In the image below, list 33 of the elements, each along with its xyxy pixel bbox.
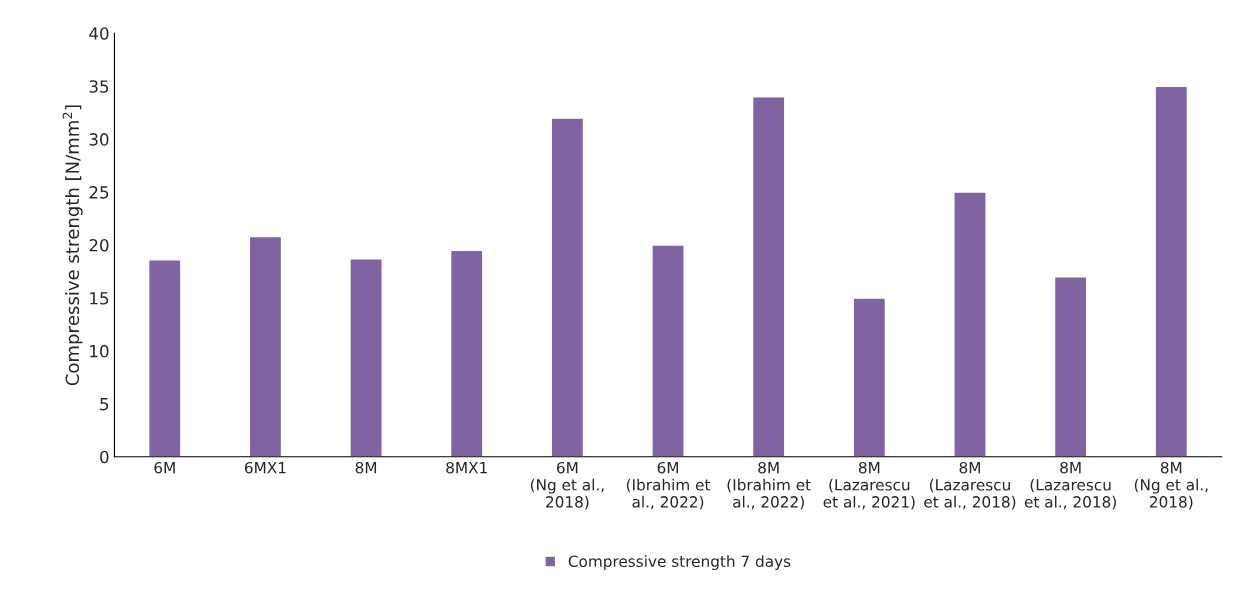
legend-label: Compressive strength 7 days <box>568 555 791 571</box>
bar <box>147 259 182 457</box>
bar <box>651 244 685 457</box>
x-tick-label: 8MX1 <box>446 461 487 474</box>
y-tick-label: 30 <box>89 133 109 146</box>
x-tick-label: 6M <box>154 461 175 474</box>
bar <box>349 258 383 457</box>
x-tick-label: 8M (Lazarescu et al., 2018) <box>1024 461 1116 510</box>
bar <box>751 96 786 457</box>
y-tick-label: 15 <box>90 292 109 305</box>
bar <box>953 191 987 457</box>
x-tick-label: 8M <box>355 461 377 474</box>
x-tick-label: 6M (Ng et al., 2018) <box>530 461 604 510</box>
y-tick-label: 0 <box>100 450 109 464</box>
bar <box>550 117 585 457</box>
y-tick-label: 10 <box>90 344 109 358</box>
bar <box>1154 85 1189 457</box>
x-tick-label: 8M (Ng et al., 2018) <box>1134 461 1208 510</box>
y-tick-label: 20 <box>89 238 109 252</box>
y-axis-title: Compressive strength [N/mm$^{2}$] <box>62 105 83 386</box>
y-tick-label: 40 <box>89 27 109 40</box>
bar <box>248 235 283 457</box>
y-tick-label: 25 <box>89 186 109 199</box>
y-tick-label: 5 <box>100 398 109 411</box>
bar <box>449 249 484 457</box>
bar <box>852 297 887 457</box>
x-tick-label: 8M (Lazarescu et al., 2018) <box>924 461 1016 510</box>
x-tick-label: 8M (Lazarescu et al., 2021) <box>823 461 915 510</box>
x-tick-label: 8M (Ibrahim et al., 2022) <box>727 461 811 510</box>
x-tick-label: 6M (Ibrahim et al., 2022) <box>626 461 711 510</box>
x-tick-label: 6MX1 <box>244 461 286 474</box>
y-tick-label: 35 <box>89 80 109 93</box>
bar <box>1053 276 1088 457</box>
